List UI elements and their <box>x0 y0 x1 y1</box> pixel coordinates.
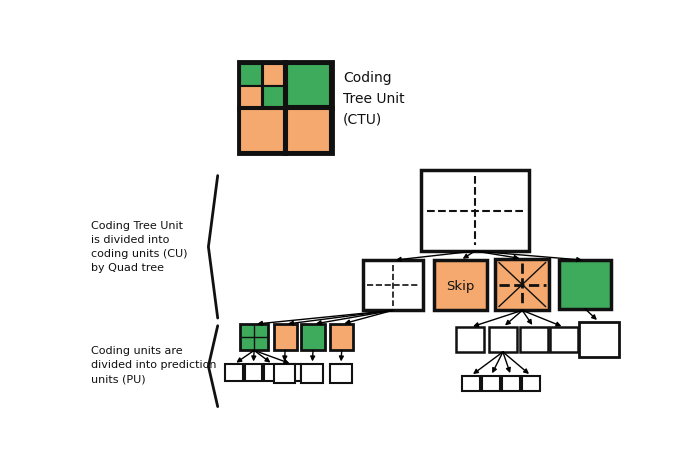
Bar <box>264 365 281 381</box>
Bar <box>240 87 262 108</box>
Bar <box>225 365 242 381</box>
Text: Skip: Skip <box>446 279 475 292</box>
Bar <box>482 376 500 391</box>
Bar <box>522 376 540 391</box>
Bar <box>330 365 352 384</box>
Bar <box>240 110 284 152</box>
Bar <box>363 261 423 311</box>
Text: Coding
Tree Unit
(CTU): Coding Tree Unit (CTU) <box>343 71 405 126</box>
Bar <box>421 171 529 251</box>
Bar <box>274 365 295 384</box>
Bar <box>240 325 268 351</box>
Bar <box>520 327 548 352</box>
Bar <box>495 259 550 311</box>
Bar <box>456 327 484 352</box>
Bar <box>434 261 486 311</box>
Bar <box>489 327 517 352</box>
Bar <box>284 365 300 381</box>
Text: Coding units are
divided into prediction
units (PU): Coding units are divided into prediction… <box>92 346 217 384</box>
Bar <box>330 325 354 351</box>
Bar <box>287 110 330 152</box>
Bar <box>262 87 284 108</box>
Bar <box>462 376 480 391</box>
Bar <box>245 365 262 381</box>
Text: Coding Tree Unit
is divided into
coding units (CU)
by Quad tree: Coding Tree Unit is divided into coding … <box>92 221 188 273</box>
Bar <box>550 327 578 352</box>
Bar <box>287 65 330 107</box>
Bar <box>240 65 262 87</box>
Bar <box>262 65 284 87</box>
Bar <box>559 261 611 309</box>
Bar <box>502 376 520 391</box>
Bar <box>302 365 323 384</box>
Bar <box>274 325 297 351</box>
Bar <box>579 322 619 357</box>
Bar <box>239 63 332 154</box>
Bar <box>302 325 325 351</box>
